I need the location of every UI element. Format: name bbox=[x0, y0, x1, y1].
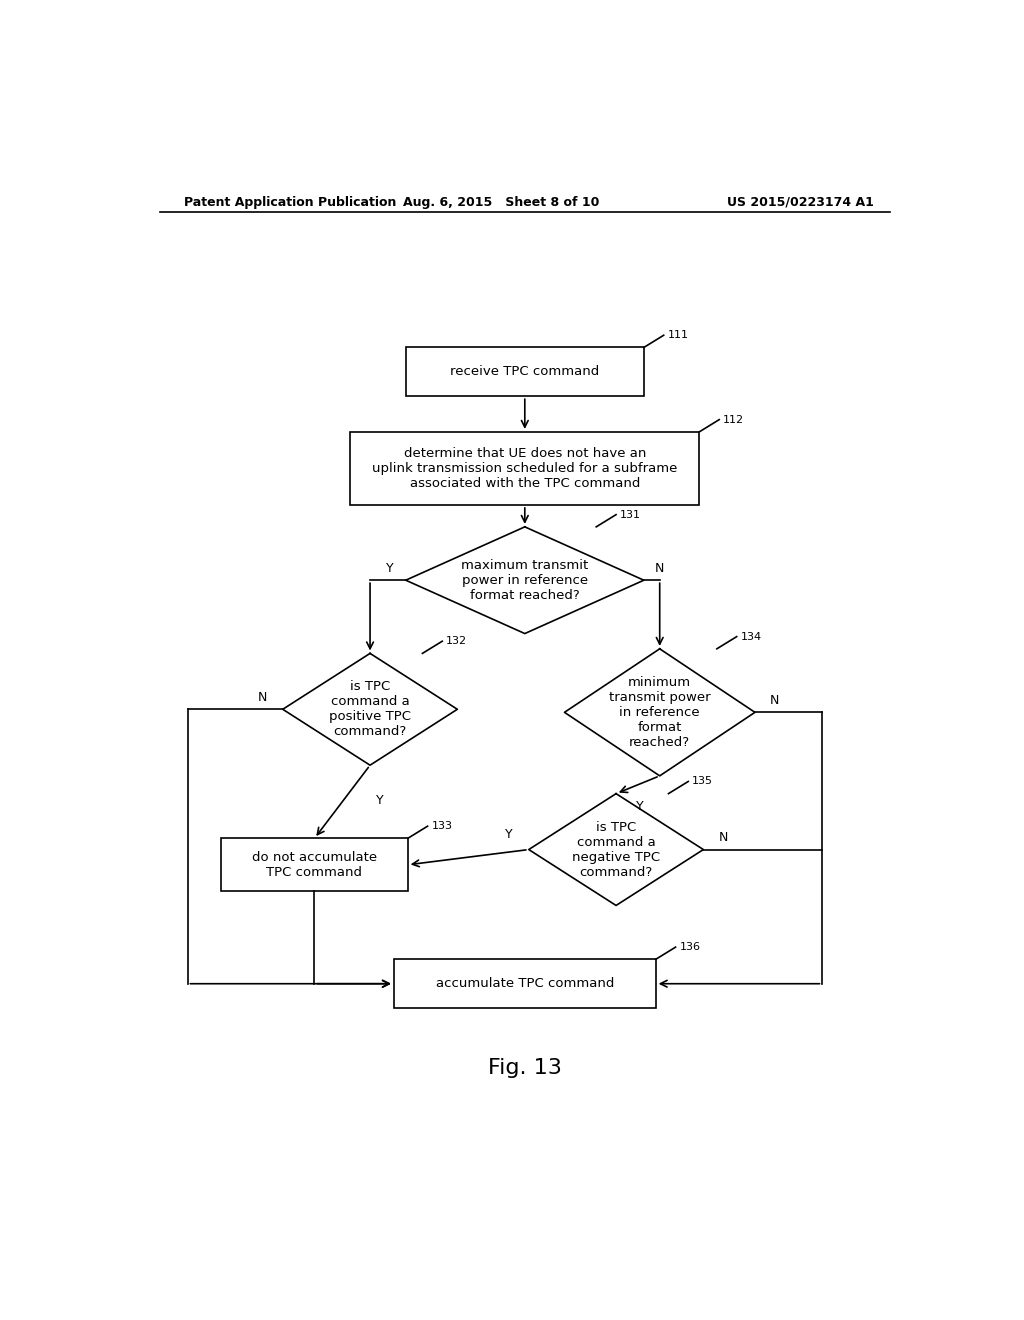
Text: 136: 136 bbox=[680, 942, 700, 952]
Text: 131: 131 bbox=[620, 510, 641, 520]
Text: N: N bbox=[258, 690, 267, 704]
Text: N: N bbox=[719, 830, 728, 843]
Text: is TPC
command a
positive TPC
command?: is TPC command a positive TPC command? bbox=[329, 680, 411, 738]
Bar bbox=[350, 432, 699, 506]
Polygon shape bbox=[564, 649, 755, 776]
Text: Patent Application Publication: Patent Application Publication bbox=[183, 195, 396, 209]
Bar bbox=[406, 347, 644, 396]
Polygon shape bbox=[406, 527, 644, 634]
Text: Y: Y bbox=[386, 561, 393, 574]
Polygon shape bbox=[528, 793, 703, 906]
Bar bbox=[394, 960, 655, 1008]
Text: 135: 135 bbox=[692, 776, 714, 787]
Text: maximum transmit
power in reference
format reached?: maximum transmit power in reference form… bbox=[461, 558, 589, 602]
Text: 111: 111 bbox=[668, 330, 689, 341]
Text: N: N bbox=[655, 561, 665, 574]
Text: determine that UE does not have an
uplink transmission scheduled for a subframe
: determine that UE does not have an uplin… bbox=[372, 447, 678, 490]
Text: accumulate TPC command: accumulate TPC command bbox=[435, 977, 614, 990]
Text: US 2015/0223174 A1: US 2015/0223174 A1 bbox=[727, 195, 873, 209]
Polygon shape bbox=[283, 653, 458, 766]
Text: Y: Y bbox=[636, 800, 644, 813]
Text: 134: 134 bbox=[740, 631, 762, 642]
Text: Y: Y bbox=[505, 828, 513, 841]
Text: 133: 133 bbox=[431, 821, 453, 832]
Text: is TPC
command a
negative TPC
command?: is TPC command a negative TPC command? bbox=[572, 821, 660, 879]
Text: Fig. 13: Fig. 13 bbox=[487, 1059, 562, 1078]
Text: 132: 132 bbox=[446, 636, 467, 647]
Text: do not accumulate
TPC command: do not accumulate TPC command bbox=[252, 851, 377, 879]
Text: Aug. 6, 2015   Sheet 8 of 10: Aug. 6, 2015 Sheet 8 of 10 bbox=[402, 195, 599, 209]
Text: receive TPC command: receive TPC command bbox=[451, 366, 599, 379]
Text: 112: 112 bbox=[723, 414, 744, 425]
Text: minimum
transmit power
in reference
format
reached?: minimum transmit power in reference form… bbox=[609, 676, 711, 748]
Bar bbox=[221, 838, 408, 891]
Text: Y: Y bbox=[376, 795, 383, 808]
Text: N: N bbox=[770, 693, 779, 706]
